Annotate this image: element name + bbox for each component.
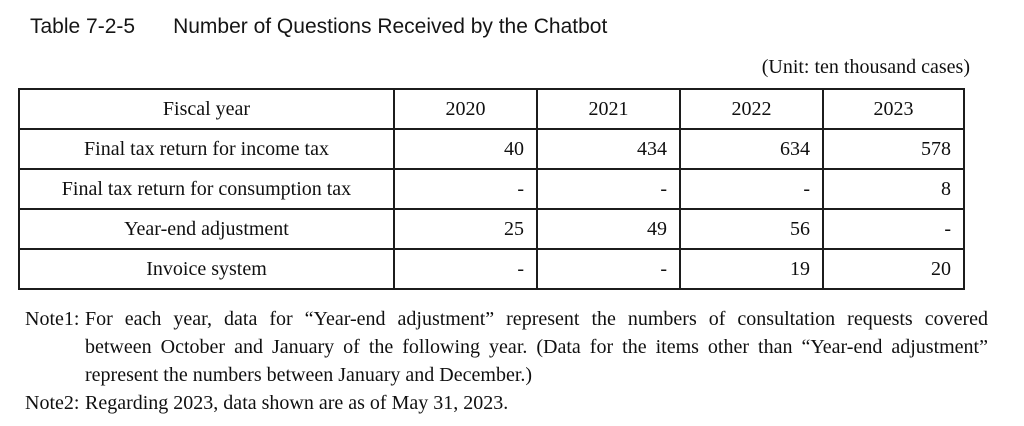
cell-value: - — [679, 168, 824, 210]
table-caption: Number of Questions Received by the Chat… — [173, 15, 608, 38]
note1-line1: Note1: For each year, data for “Year-end… — [25, 305, 988, 333]
cell-value: - — [536, 168, 681, 210]
table-row-income-tax: Final tax return for income tax 40 434 6… — [18, 128, 965, 170]
row-label: Final tax return for consumption tax — [18, 168, 395, 210]
cell-value: - — [393, 168, 538, 210]
cell-value: 578 — [822, 128, 965, 170]
table-row-consumption-tax: Final tax return for consumption tax - -… — [18, 168, 965, 210]
table-row-invoice-system: Invoice system - - 19 20 — [18, 248, 965, 290]
table-title: Table 7-2-5 Number of Questions Received… — [30, 15, 607, 39]
footnotes: Note1: For each year, data for “Year-end… — [25, 305, 988, 417]
table-header-row: Fiscal year 2020 2021 2022 2023 — [18, 88, 965, 130]
cell-value: - — [536, 248, 681, 290]
header-fiscal-year: Fiscal year — [18, 88, 395, 130]
cell-value: 49 — [536, 208, 681, 250]
cell-value: 25 — [393, 208, 538, 250]
cell-value: - — [393, 248, 538, 290]
table-row-year-end-adjustment: Year-end adjustment 25 49 56 - — [18, 208, 965, 250]
unit-note: (Unit: ten thousand cases) — [761, 56, 970, 78]
cell-value: 20 — [822, 248, 965, 290]
cell-value: - — [822, 208, 965, 250]
note2-line: Note2: Regarding 2023, data shown are as… — [25, 389, 988, 417]
note2-text: Regarding 2023, data shown are as of May… — [85, 392, 509, 414]
cell-value: 40 — [393, 128, 538, 170]
row-label: Invoice system — [18, 248, 395, 290]
note1-text-line2: between October and January of the follo… — [85, 336, 988, 358]
note1-line2: between October and January of the follo… — [25, 333, 988, 361]
cell-value: 434 — [536, 128, 681, 170]
note2-label: Note2: — [25, 392, 80, 414]
cell-value: 56 — [679, 208, 824, 250]
header-year-2020: 2020 — [393, 88, 538, 130]
note1-text-line1: For each year, data for “Year-end adjust… — [85, 308, 988, 330]
note1-text-line3: represent the numbers between January an… — [85, 364, 533, 386]
note1-line3: represent the numbers between January an… — [25, 361, 988, 389]
cell-value: 8 — [822, 168, 965, 210]
header-year-2022: 2022 — [679, 88, 824, 130]
note1-label: Note1: — [25, 308, 80, 330]
cell-value: 634 — [679, 128, 824, 170]
chatbot-questions-table: Fiscal year 2020 2021 2022 2023 Final ta… — [18, 88, 965, 290]
cell-value: 19 — [679, 248, 824, 290]
table-number: Table 7-2-5 — [30, 15, 136, 38]
header-year-2023: 2023 — [822, 88, 965, 130]
row-label: Year-end adjustment — [18, 208, 395, 250]
header-year-2021: 2021 — [536, 88, 681, 130]
row-label: Final tax return for income tax — [18, 128, 395, 170]
